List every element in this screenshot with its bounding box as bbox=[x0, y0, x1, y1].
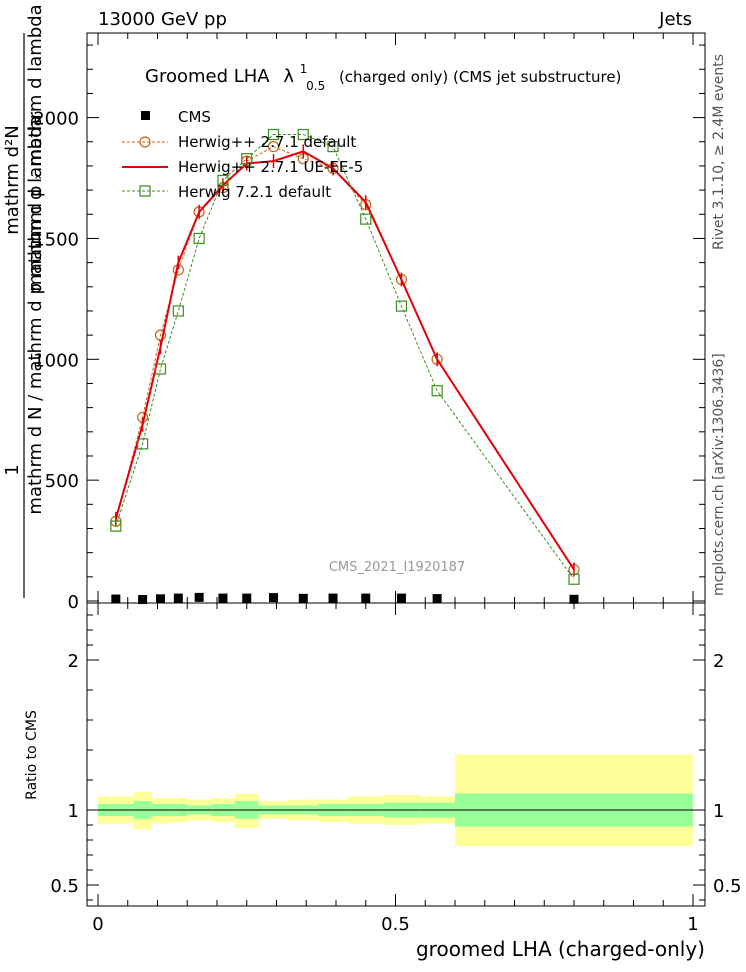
watermark: CMS_2021_I1920187 bbox=[329, 560, 465, 575]
data-point-herwigpp-default bbox=[154, 329, 167, 341]
data-point-cms bbox=[218, 593, 228, 603]
data-point-cms bbox=[242, 593, 252, 603]
y-label-denom: mathrm d²N bbox=[2, 125, 23, 234]
data-point-herwig7-default bbox=[172, 305, 184, 317]
ratio-y-tick-label: 2 bbox=[68, 651, 79, 672]
legend-label-herwigpp-default: Herwig++ 2.7.1 default bbox=[178, 133, 356, 151]
chart-title: Groomed LHA λ 1 0.5 (charged only) (CMS … bbox=[145, 57, 621, 95]
data-point-cms bbox=[328, 593, 338, 603]
data-point-cms bbox=[569, 594, 579, 604]
legend-label-herwig7-default: Herwig 7.2.1 default bbox=[178, 183, 331, 201]
y-label-denom2: mathrm d p ₓ mathrm d lambda bbox=[25, 4, 46, 291]
ratio-y-ticks: 0.5 0.5 1 1 2 2 bbox=[50, 614, 742, 901]
data-point-cms bbox=[173, 593, 183, 603]
ratio-y-tick-label: 1 bbox=[68, 801, 79, 822]
data-point-herwig7-default bbox=[327, 141, 339, 153]
y-tick-label: 1000 bbox=[33, 350, 79, 371]
legend-marker-herwig7-default bbox=[139, 185, 151, 197]
data-point-herwigpp-default bbox=[267, 141, 280, 153]
header-right: Jets bbox=[658, 9, 692, 30]
data-point-herwig7-default bbox=[217, 174, 229, 187]
ratio-y-tick-label-right: 1 bbox=[713, 801, 724, 822]
rivet-label: Rivet 3.1.10, ≥ 2.4M events bbox=[711, 54, 727, 250]
ratio-panel: 0.5 0.51 12 2 0 0.5 1 Ratio to CMS groomed LH… bbox=[24, 602, 742, 961]
y-tick-label: 0 bbox=[68, 592, 79, 613]
ratio-y-tick-label-right: 2 bbox=[713, 651, 724, 672]
data-point-cms bbox=[155, 594, 165, 604]
x-axis-label: groomed LHA (charged-only) bbox=[416, 937, 705, 961]
data-point-cms bbox=[194, 592, 204, 602]
data-point-herwig7-default bbox=[137, 438, 149, 450]
main-panel: 0 500 1000 1500 2000 CMS_2021_I1920187 Groom… bbox=[2, 4, 706, 613]
data-point-herwig7-default bbox=[193, 232, 205, 245]
y-label-numer: mathrm d N / mathrm d p mathrm d lambda bbox=[25, 115, 46, 514]
legend-marker-cms bbox=[141, 111, 150, 120]
data-point-herwig7-default bbox=[110, 520, 122, 532]
main-y-label: 1 mathrm d²N mathrm d N / mathrm d p mat… bbox=[2, 4, 46, 598]
header-left: 13000 GeV pp bbox=[98, 9, 227, 30]
data-point-herwig7-default bbox=[568, 573, 580, 585]
ratio-bands bbox=[87, 754, 705, 846]
data-point-cms bbox=[138, 595, 148, 605]
y-tick-label: 1500 bbox=[33, 229, 79, 250]
main-y-ticks: 0 500 1000 1500 2000 bbox=[33, 44, 705, 613]
x-tick-label: 1 bbox=[687, 914, 698, 935]
series-line-2 bbox=[114, 150, 575, 571]
data-point-herwig7-default bbox=[267, 128, 280, 141]
data-point-herwig7-default bbox=[297, 128, 309, 141]
data-point-herwig7-default bbox=[154, 363, 167, 375]
title-sub: 0.5 bbox=[306, 79, 325, 93]
title-main: Groomed LHA bbox=[145, 66, 270, 87]
data-point-cms bbox=[111, 594, 121, 604]
legend: CMS Herwig++ 2.7.1 default Herwig++ 2.7.… bbox=[122, 108, 363, 201]
data-point-herwig7-default bbox=[241, 153, 253, 165]
data-point-cms bbox=[269, 593, 279, 603]
title-sup: 1 bbox=[300, 62, 308, 76]
mcplots-label: mcplots.cern.ch [arXiv:1306.3436] bbox=[711, 353, 727, 596]
ratio-frame bbox=[86, 602, 706, 907]
ratio-y-tick-label: 0.5 bbox=[50, 876, 79, 897]
y-tick-label: 2000 bbox=[33, 109, 79, 130]
data-point-cms bbox=[432, 594, 442, 604]
data-point-cms bbox=[298, 593, 308, 603]
x-tick-label: 0.5 bbox=[381, 914, 410, 935]
ratio-y-tick-label-right: 0.5 bbox=[713, 876, 742, 897]
data-point-cms bbox=[396, 593, 406, 603]
data-point-herwig7-default bbox=[395, 300, 408, 312]
ratio-y-label: Ratio to CMS bbox=[24, 710, 40, 800]
series-line-3 bbox=[115, 134, 575, 580]
title-rest: (charged only) (CMS jet substructure) bbox=[339, 68, 621, 86]
data-point-cms bbox=[361, 593, 371, 603]
data-point-herwig7-default bbox=[360, 213, 372, 225]
series-layer bbox=[110, 128, 580, 605]
title-lambda: λ bbox=[283, 66, 294, 87]
legend-marker-herwigpp-default bbox=[139, 136, 151, 148]
legend-label-herwigpp-ueee5: Herwig++ 2.7.1 UE-EE-5 bbox=[178, 158, 363, 176]
main-x-ticks bbox=[97, 33, 694, 603]
ratio-x-ticks: 0 0.5 1 bbox=[92, 603, 699, 935]
x-tick-label: 0 bbox=[92, 914, 103, 935]
series-line-1 bbox=[115, 146, 575, 570]
legend-label-cms: CMS bbox=[178, 108, 211, 126]
data-point-herwig7-default bbox=[431, 385, 443, 397]
y-tick-label: 500 bbox=[45, 471, 79, 492]
y-label-one: 1 bbox=[2, 464, 23, 475]
